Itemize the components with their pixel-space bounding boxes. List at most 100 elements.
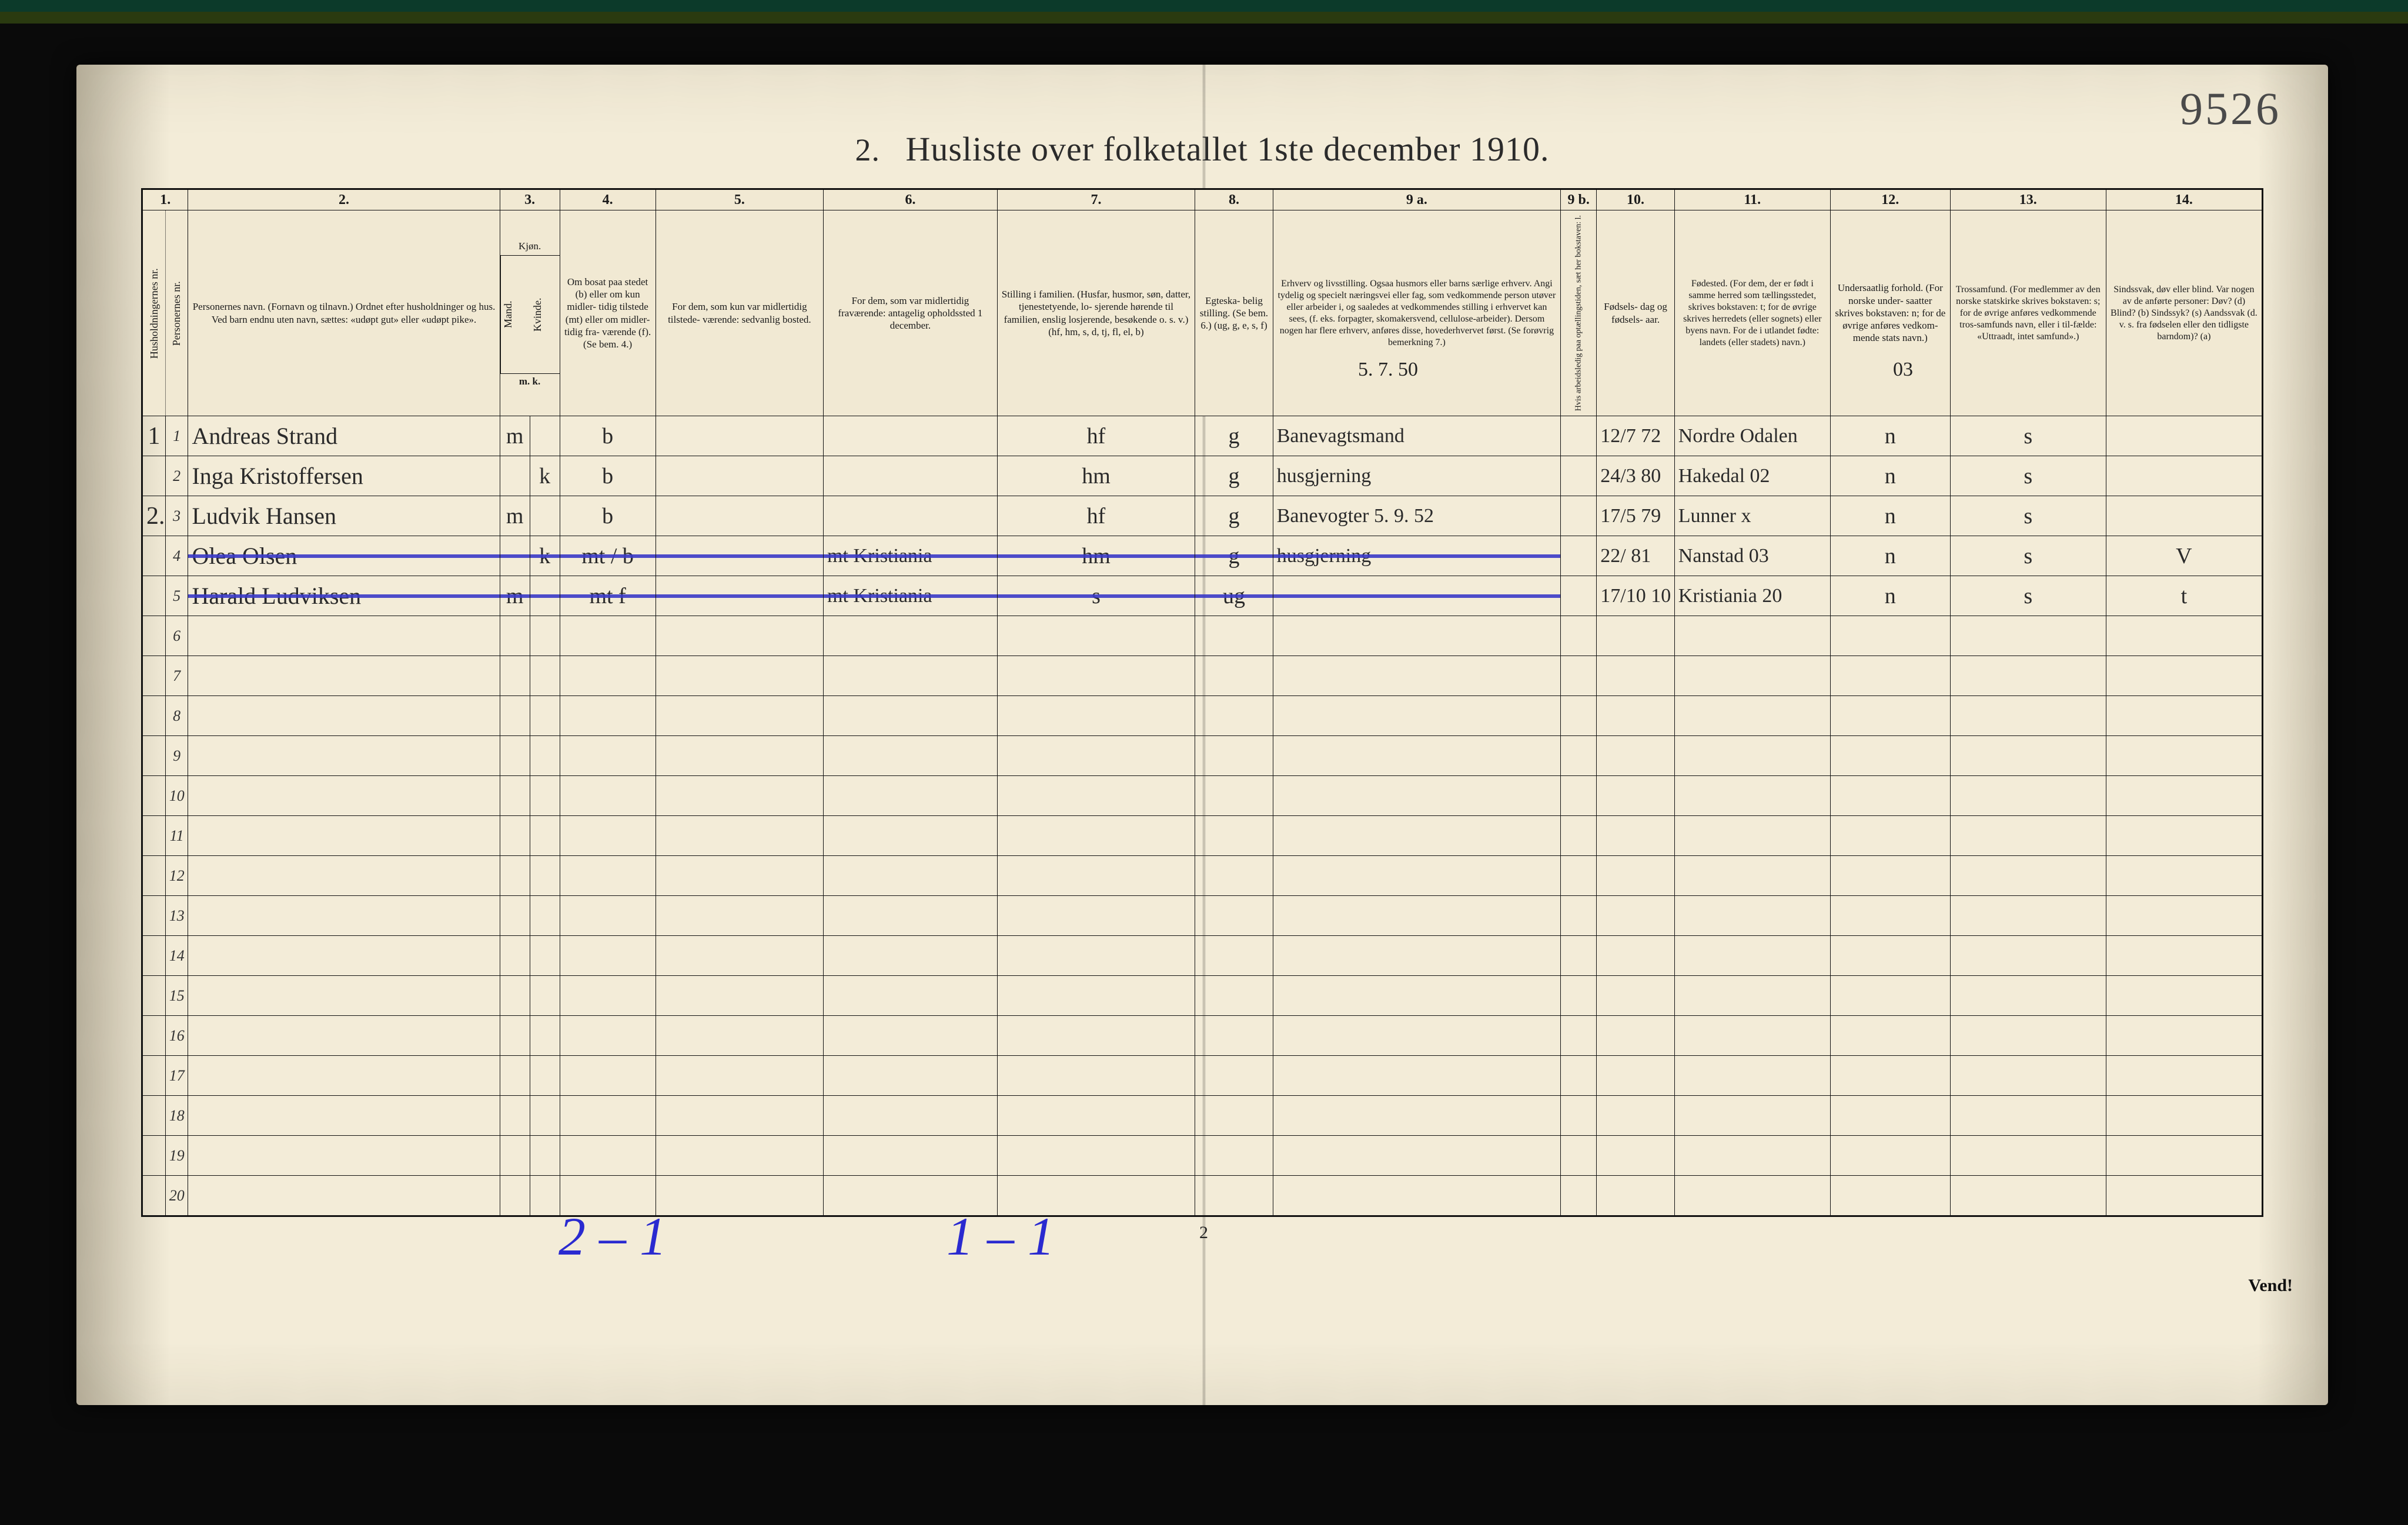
cell xyxy=(2106,856,2262,896)
cell: Banevagtsmand xyxy=(1273,416,1560,456)
cell xyxy=(143,1016,166,1056)
hdr-col1-rot: Husholdningernes nr. xyxy=(143,210,166,416)
table-row: 11Andreas StrandmbhfgBanevagtsmand12/7 7… xyxy=(143,416,2262,456)
cell xyxy=(655,496,823,536)
cell xyxy=(530,496,560,536)
cell xyxy=(2106,1096,2262,1136)
cell xyxy=(1597,936,1675,976)
cell xyxy=(997,1056,1195,1096)
cell xyxy=(1597,816,1675,856)
cell xyxy=(143,976,166,1016)
cell xyxy=(1195,1056,1273,1096)
cell xyxy=(188,1016,500,1056)
cell xyxy=(143,1056,166,1096)
table-row: 18 xyxy=(143,1096,2262,1136)
cell xyxy=(1830,936,1950,976)
cell xyxy=(1674,896,1830,936)
cell: Olea Olsen xyxy=(188,536,500,576)
cell: m xyxy=(500,576,530,616)
cell xyxy=(143,736,166,776)
cell: 20 xyxy=(165,1176,188,1216)
cell: 7 xyxy=(165,656,188,696)
hdr-col3a-rot: Mand. xyxy=(500,256,530,373)
table-row: 14 xyxy=(143,936,2262,976)
cell xyxy=(1950,896,2106,936)
table-row: 19 xyxy=(143,1136,2262,1176)
cell xyxy=(1273,696,1560,736)
cell xyxy=(1830,1176,1950,1216)
table-row: 11 xyxy=(143,816,2262,856)
cell xyxy=(1561,536,1597,576)
bottom-annotation-right: 1 – 1 xyxy=(947,1205,1055,1268)
cell xyxy=(500,616,530,656)
cell xyxy=(824,616,998,656)
census-table: 1. 2. 3. 4. 5. 6. 7. 8. 9 a. 9 b. 10. 11… xyxy=(142,189,2262,1216)
cell xyxy=(143,656,166,696)
cell xyxy=(824,456,998,496)
cell xyxy=(1950,1096,2106,1136)
cell xyxy=(655,576,823,616)
table-row: 2.3Ludvik HansenmbhfgBanevogter 5. 9. 52… xyxy=(143,496,2262,536)
cell xyxy=(1195,856,1273,896)
hdr-num-2: 2. xyxy=(188,190,500,210)
cell xyxy=(1830,816,1950,856)
cell xyxy=(1195,1016,1273,1056)
cell xyxy=(188,736,500,776)
cell xyxy=(1830,1136,1950,1176)
hdr-num-1: 1. xyxy=(143,190,188,210)
table-row: 7 xyxy=(143,656,2262,696)
cell: Harald Ludviksen xyxy=(188,576,500,616)
cell: mt Kristiania xyxy=(824,536,998,576)
cell: b xyxy=(560,456,655,496)
cell xyxy=(1561,1176,1597,1216)
cell xyxy=(655,536,823,576)
cell xyxy=(188,656,500,696)
cell: 12 xyxy=(165,856,188,896)
cell xyxy=(824,1056,998,1096)
cell xyxy=(1950,776,2106,816)
cell: 15 xyxy=(165,976,188,1016)
cell: husgjerning xyxy=(1273,456,1560,496)
hdr-num-13: 13. xyxy=(1950,190,2106,210)
cell xyxy=(1195,1096,1273,1136)
cell xyxy=(1273,1176,1560,1216)
cell xyxy=(188,816,500,856)
cell xyxy=(500,1016,530,1056)
vend-label: Vend! xyxy=(2248,1276,2293,1296)
cell xyxy=(188,696,500,736)
cell xyxy=(530,656,560,696)
cell xyxy=(1273,816,1560,856)
cell: t xyxy=(2106,576,2262,616)
cell xyxy=(997,1096,1195,1136)
cell xyxy=(1597,656,1675,696)
table-row: 2Inga Kristoffersenkbhmghusgjerning24/3 … xyxy=(143,456,2262,496)
cell xyxy=(530,936,560,976)
cell xyxy=(2106,1056,2262,1096)
cell xyxy=(530,576,560,616)
cell: 17 xyxy=(165,1056,188,1096)
cell xyxy=(1597,736,1675,776)
hdr-num-14: 14. xyxy=(2106,190,2262,210)
cell xyxy=(1674,976,1830,1016)
table-row: 16 xyxy=(143,1016,2262,1056)
cell xyxy=(1561,856,1597,896)
cell xyxy=(500,856,530,896)
cell xyxy=(143,776,166,816)
cell xyxy=(530,896,560,936)
cell xyxy=(824,1136,998,1176)
hdr-col14: Sindssvak, døv eller blind. Var nogen av… xyxy=(2106,210,2262,416)
cell xyxy=(1597,1016,1675,1056)
cell xyxy=(1195,616,1273,656)
cell xyxy=(1830,696,1950,736)
cell: 10 xyxy=(165,776,188,816)
cell xyxy=(655,616,823,656)
cell xyxy=(560,896,655,936)
cell xyxy=(560,1136,655,1176)
cell: Nordre Odalen xyxy=(1674,416,1830,456)
hdr-num-9a: 9 a. xyxy=(1273,190,1560,210)
cell xyxy=(824,496,998,536)
cell xyxy=(560,1016,655,1056)
cell: b xyxy=(560,496,655,536)
cell xyxy=(1273,1056,1560,1096)
corner-page-number: 9526 xyxy=(2180,82,2281,135)
